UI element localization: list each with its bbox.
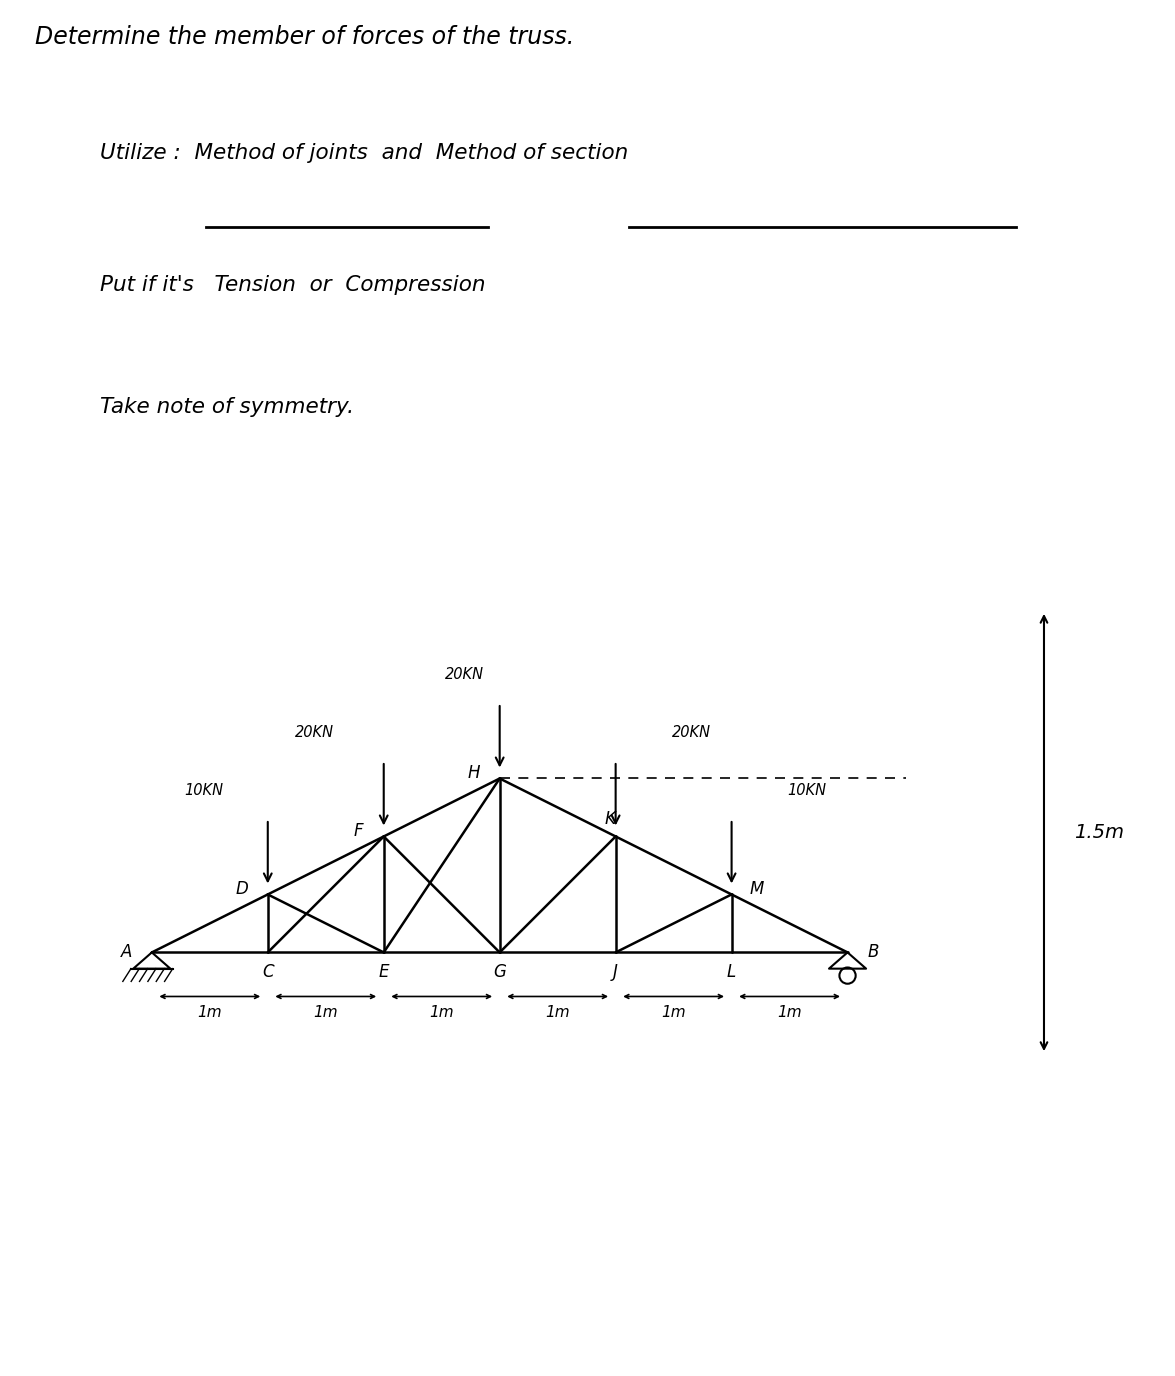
- Text: 10KN: 10KN: [184, 783, 223, 798]
- Text: 1m: 1m: [777, 1006, 801, 1020]
- Text: 1m: 1m: [197, 1006, 222, 1020]
- Text: C: C: [262, 963, 274, 981]
- Text: B: B: [867, 944, 879, 962]
- Text: F: F: [354, 821, 363, 839]
- Text: Determine the member of forces of the truss.: Determine the member of forces of the tr…: [35, 26, 575, 50]
- Text: K: K: [604, 810, 616, 828]
- Text: E: E: [378, 963, 389, 981]
- Text: 1m: 1m: [429, 1006, 454, 1020]
- Text: 20KN: 20KN: [671, 725, 711, 740]
- Text: 20KN: 20KN: [445, 666, 484, 681]
- Text: 10KN: 10KN: [787, 783, 826, 798]
- Text: Put if it's   Tension  or  Compression: Put if it's Tension or Compression: [100, 275, 485, 294]
- Text: A: A: [121, 944, 132, 962]
- Text: J: J: [613, 963, 618, 981]
- Text: 1m: 1m: [314, 1006, 338, 1020]
- Text: D: D: [236, 879, 249, 897]
- Text: Take note of symmetry.: Take note of symmetry.: [100, 398, 354, 417]
- Text: L: L: [727, 963, 737, 981]
- Text: H: H: [468, 764, 481, 782]
- Text: Utilize :  Method of joints  and  Method of section: Utilize : Method of joints and Method of…: [100, 143, 629, 162]
- Text: 1m: 1m: [545, 1006, 570, 1020]
- Text: M: M: [750, 879, 764, 897]
- Text: 1.5m: 1.5m: [1074, 823, 1124, 842]
- Text: G: G: [494, 963, 506, 981]
- Text: 20KN: 20KN: [295, 725, 334, 740]
- Text: 1m: 1m: [662, 1006, 686, 1020]
